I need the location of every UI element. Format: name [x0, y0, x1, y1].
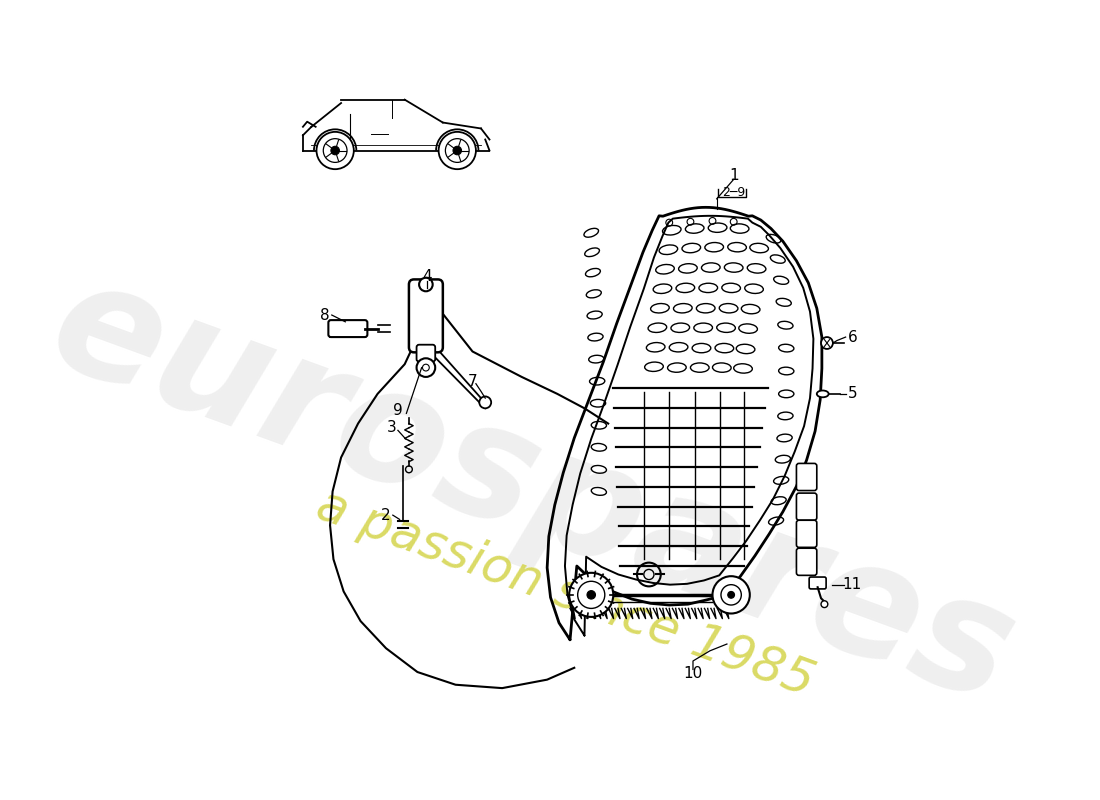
Text: 10: 10	[683, 666, 703, 682]
Text: 5: 5	[848, 386, 857, 402]
Text: 11: 11	[843, 577, 862, 592]
Circle shape	[480, 397, 492, 408]
Circle shape	[569, 573, 614, 617]
Circle shape	[317, 132, 354, 169]
Text: a passion since 1985: a passion since 1985	[310, 481, 822, 706]
Text: 1: 1	[729, 169, 738, 183]
FancyBboxPatch shape	[796, 520, 817, 547]
FancyBboxPatch shape	[810, 577, 826, 589]
Text: 2─9: 2─9	[722, 186, 746, 199]
Text: 9: 9	[393, 403, 403, 418]
Circle shape	[331, 146, 340, 154]
Circle shape	[439, 132, 476, 169]
FancyBboxPatch shape	[329, 320, 367, 337]
FancyBboxPatch shape	[796, 463, 817, 490]
FancyBboxPatch shape	[796, 548, 817, 575]
Circle shape	[821, 337, 833, 349]
Text: 3: 3	[387, 420, 397, 435]
FancyBboxPatch shape	[409, 279, 443, 352]
Circle shape	[453, 146, 462, 154]
Circle shape	[417, 358, 436, 377]
FancyBboxPatch shape	[796, 493, 817, 520]
Text: eurospares: eurospares	[31, 246, 1033, 737]
Text: 4: 4	[422, 270, 431, 284]
Circle shape	[713, 576, 750, 614]
Ellipse shape	[817, 390, 828, 398]
Circle shape	[419, 278, 432, 291]
Text: 6: 6	[847, 330, 857, 345]
Circle shape	[587, 590, 595, 599]
Text: 8: 8	[320, 307, 330, 322]
Text: 7: 7	[468, 374, 477, 389]
Text: 2: 2	[382, 508, 390, 522]
Circle shape	[821, 601, 828, 607]
FancyBboxPatch shape	[417, 345, 436, 362]
Circle shape	[728, 591, 735, 598]
